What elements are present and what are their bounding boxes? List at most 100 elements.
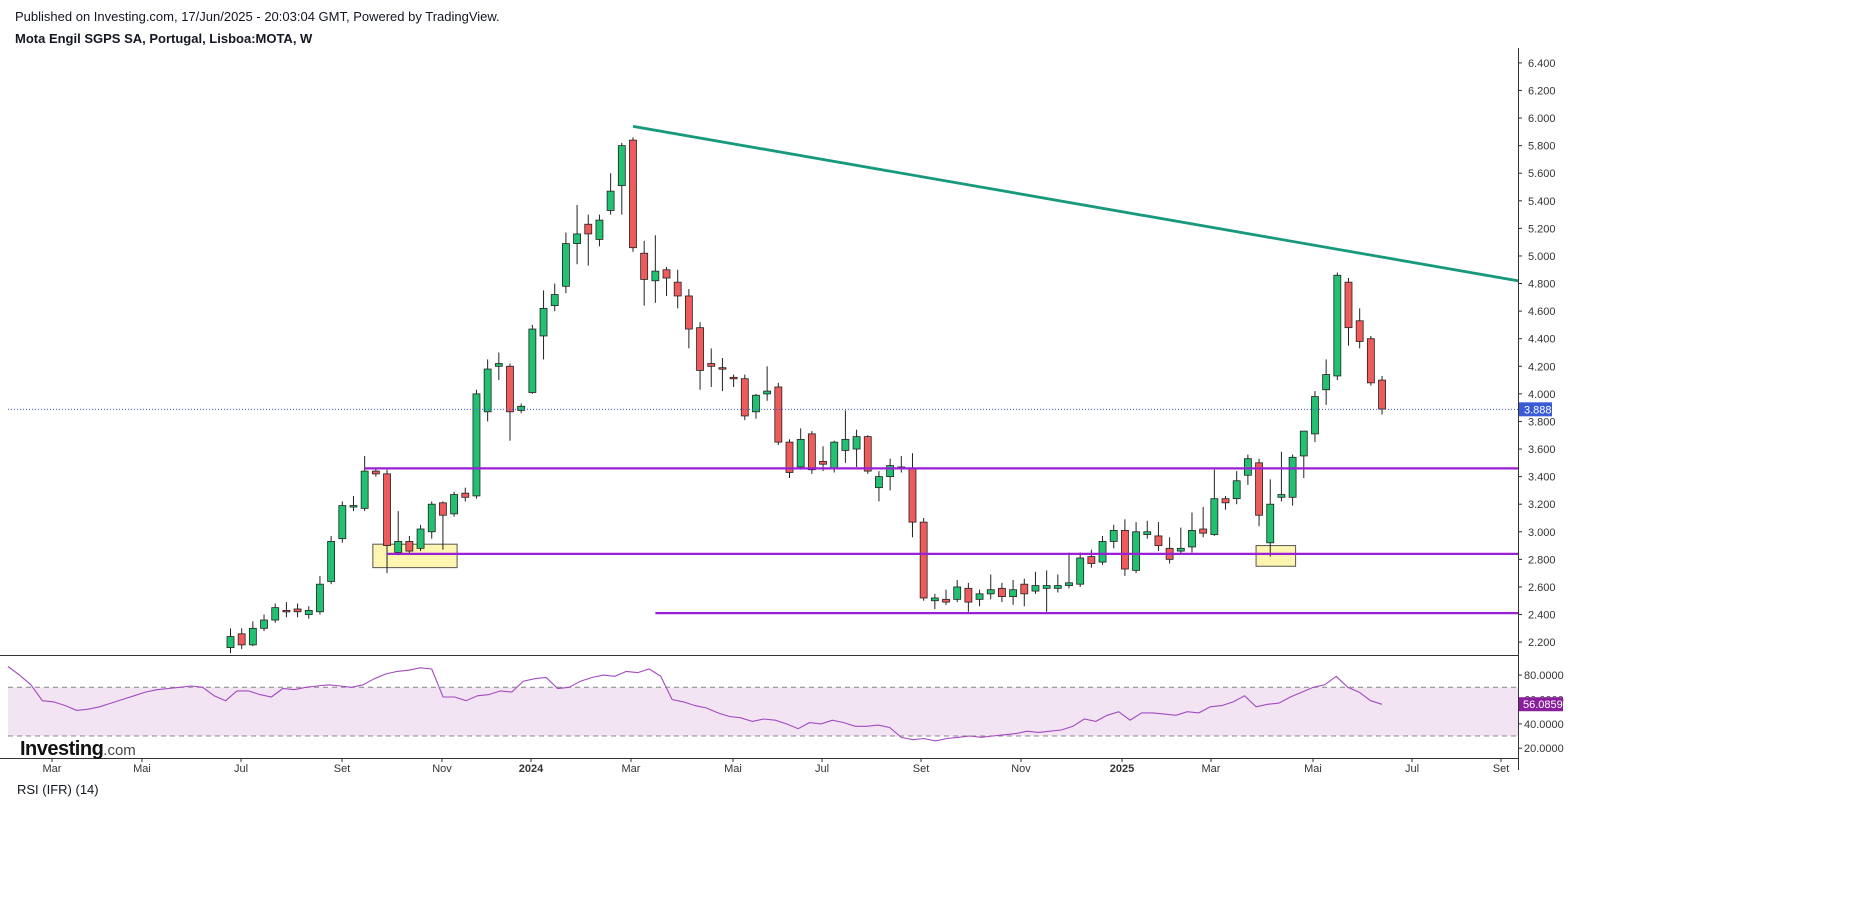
candle (617, 142, 626, 215)
candle (718, 358, 727, 392)
time-tick-label: Mar (43, 763, 62, 775)
drawn-lines (8, 124, 1684, 615)
time-tick-label: Nov (1011, 763, 1031, 775)
candle (338, 501, 347, 543)
highlight-zones (372, 543, 1297, 569)
time-tick-label: Mai (133, 763, 151, 775)
time-tick-label: Mai (724, 763, 742, 775)
price-tick-label: 2.600 (1528, 582, 1556, 594)
candle (360, 455, 369, 512)
axes: 6.400 6.200 6.000 5.800 5.600 5.400 5.200 5.000… (0, 48, 1564, 775)
candle (394, 511, 403, 556)
candle (774, 382, 783, 445)
candle (1154, 522, 1163, 552)
candle (1165, 537, 1174, 564)
price-tick-label: 3.400 (1528, 472, 1556, 484)
candle (260, 614, 268, 632)
price-tick-label: 2.200 (1528, 637, 1556, 649)
candle (595, 214, 604, 247)
price-tick-label: 6.200 (1528, 85, 1556, 97)
candle (942, 589, 950, 605)
rsi-tick-label: 20.0000 (1524, 743, 1564, 755)
candle (1087, 549, 1096, 568)
candle (506, 363, 514, 441)
price-tick-label: 2.400 (1528, 610, 1556, 622)
candle (293, 603, 302, 618)
rsi-label: RSI (IFR) (14) (17, 782, 99, 797)
candle (1333, 272, 1342, 381)
candle (1176, 527, 1185, 554)
candle (629, 137, 637, 252)
time-tick-label: 2025 (1110, 763, 1134, 775)
chart-header: Published on Investing.com, 17/Jun/2025 … (15, 8, 500, 48)
candle (662, 266, 671, 296)
investing-logo: Investing.com (20, 738, 136, 760)
candle (1311, 391, 1319, 443)
candle (1277, 451, 1286, 502)
price-tick-label: 4.200 (1528, 361, 1556, 373)
candle (1031, 571, 1040, 594)
time-tick-label: Set (913, 763, 930, 775)
last-price-label: 3.888 (1524, 404, 1552, 416)
candle (1143, 520, 1152, 539)
price-tick-label: 6.000 (1528, 113, 1556, 125)
candle (517, 403, 526, 414)
time-tick-label: 2024 (519, 763, 544, 775)
candle (807, 431, 816, 474)
candle (427, 501, 436, 539)
candle (1243, 454, 1252, 485)
candle (237, 628, 246, 649)
candle (226, 628, 235, 654)
candle (1221, 495, 1230, 510)
time-tick-label: Jul (815, 763, 829, 775)
candle (1020, 578, 1029, 607)
candle (886, 458, 895, 491)
trendline[interactable] (632, 124, 1684, 309)
candle (673, 269, 682, 309)
candle (550, 283, 559, 312)
time-tick-label: Jul (234, 763, 248, 775)
candle (1076, 552, 1085, 587)
price-tick-label: 5.400 (1528, 196, 1556, 208)
time-tick-label: Set (1493, 763, 1510, 775)
candle (416, 524, 425, 552)
candle (1344, 278, 1353, 346)
candle (1065, 552, 1073, 589)
candle (1199, 506, 1208, 538)
candle (1299, 430, 1308, 478)
price-tick-label: 4.000 (1528, 389, 1556, 401)
time-tick-label: Nov (432, 763, 452, 775)
candle (1009, 580, 1017, 605)
candle (405, 535, 414, 554)
price-tick-label: 4.600 (1528, 306, 1556, 318)
price-tick-label: 3.800 (1528, 416, 1556, 428)
candle (998, 582, 1006, 603)
candle (584, 214, 593, 266)
candle (919, 517, 928, 601)
candle (875, 471, 883, 502)
candle (1098, 535, 1107, 565)
price-tick-label: 5.200 (1528, 223, 1556, 235)
candle (461, 487, 470, 502)
price-tick-label: 5.800 (1528, 141, 1556, 153)
candle (975, 589, 984, 607)
candle (752, 393, 760, 419)
candle (640, 240, 649, 306)
candle (796, 428, 805, 470)
rsi-tick-label: 40.0000 (1524, 719, 1564, 731)
time-tick-label: Set (334, 763, 351, 775)
candle (908, 453, 917, 538)
candle (897, 455, 906, 473)
candle (1132, 522, 1140, 574)
rsi-last-label: 56.0859 (1523, 699, 1563, 711)
price-tick-label: 6.400 (1528, 58, 1556, 70)
candle (1355, 308, 1364, 349)
candle (271, 603, 280, 623)
candle (651, 235, 660, 303)
candle (573, 204, 581, 265)
rsi-tick-label: 80.0000 (1524, 670, 1564, 682)
candle (450, 491, 459, 517)
candle (1188, 512, 1196, 553)
candle (1288, 454, 1297, 506)
